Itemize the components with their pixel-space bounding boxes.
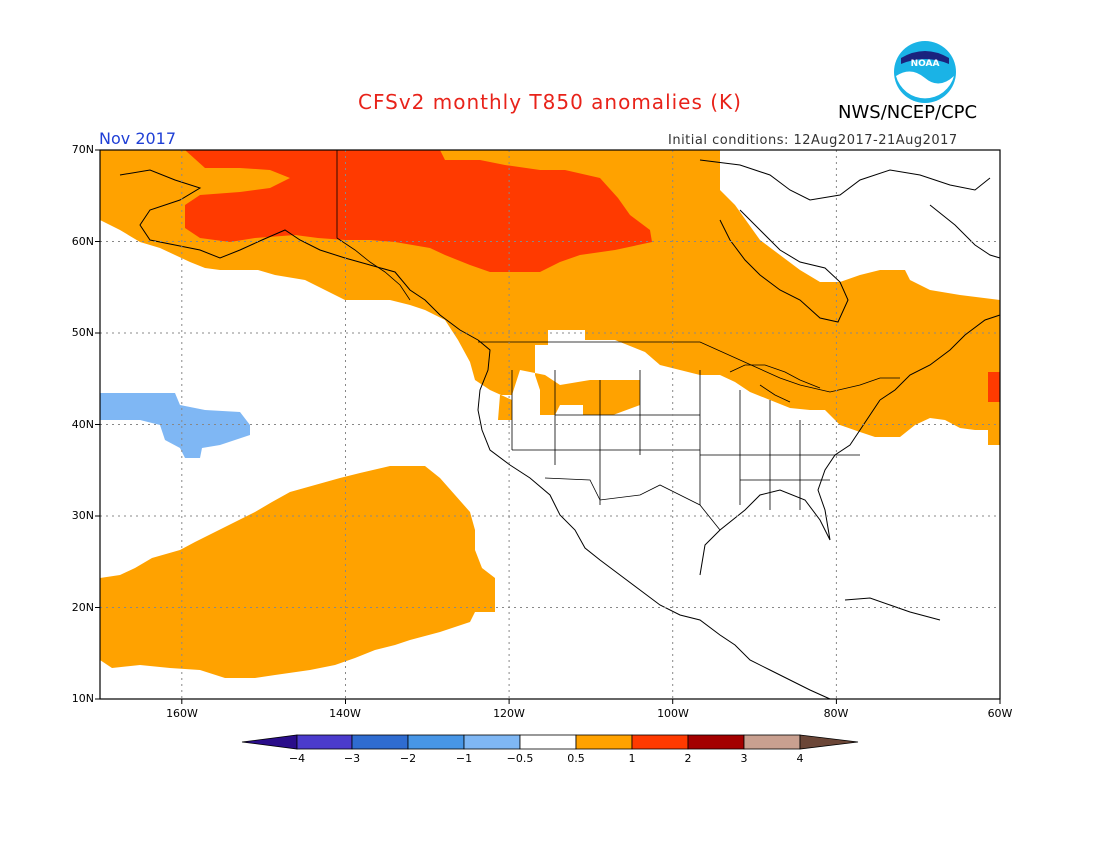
pacific-cool-region [100, 393, 250, 458]
alaska-canada-border [336, 150, 411, 301]
colorbar-label: 4 [796, 752, 804, 765]
political-boundaries [336, 150, 900, 531]
colorbar-bin-4 [463, 734, 521, 750]
east-coast [879, 314, 1001, 401]
atlantic-hot-patch [988, 372, 1000, 402]
great-lakes [729, 364, 821, 403]
us-canada-border [478, 341, 900, 393]
hudson-bay [719, 209, 849, 323]
lat-label-70n: 70N [71, 143, 94, 156]
arctic-islands [699, 159, 991, 201]
colorbar-bin-8 [687, 734, 745, 750]
colorbar-label: 1 [628, 752, 636, 765]
lon-label-120w: 120W [493, 707, 525, 720]
colorbar-label: −2 [399, 752, 417, 765]
colorbar-bin-3 [407, 734, 465, 750]
agency-label: NWS/NCEP/CPC [838, 102, 978, 123]
noaa-logo: NOAA [894, 41, 956, 103]
lat-label-20n: 20N [71, 601, 94, 614]
lon-label-140w: 140W [329, 707, 361, 720]
noaa-logo-text: NOAA [911, 59, 940, 69]
coastlines [119, 159, 1001, 700]
lon-label-80w: 80W [823, 707, 849, 720]
initial-conditions-label: Initial conditions: 12Aug2017-21Aug2017 [668, 133, 958, 148]
pacific-warm-region [100, 466, 495, 678]
west-coast [477, 339, 831, 700]
colorbar-label: −3 [343, 752, 361, 765]
month-label: Nov 2017 [99, 129, 177, 148]
colorbar-label: −0.5 [506, 752, 534, 765]
colorbar-label: −4 [288, 752, 306, 765]
colorbar [241, 734, 859, 750]
colorbar-bin-9 [743, 734, 801, 750]
colorbar-low-arrow [241, 734, 298, 750]
alaska-yukon-hot-region [185, 150, 652, 272]
colorbar-label: 3 [740, 752, 748, 765]
lat-label-60n: 60N [71, 235, 94, 248]
greenland-coast [929, 204, 1001, 259]
lon-label-60w: 60W [987, 707, 1013, 720]
lon-label-160w: 160W [166, 707, 198, 720]
colorbar-label: −1 [455, 752, 473, 765]
lat-label-40n: 40N [71, 418, 94, 431]
lon-label-100w: 100W [657, 707, 689, 720]
lat-label-50n: 50N [71, 326, 94, 339]
state-lines-west [511, 370, 700, 505]
graticule [100, 150, 1000, 699]
colorbar-label: 2 [684, 752, 692, 765]
gulf-coast [699, 399, 881, 576]
colorbar-high-arrow [799, 734, 859, 750]
colorbar-label: 0.5 [567, 752, 585, 765]
lat-label-30n: 30N [71, 509, 94, 522]
anomaly-red-regions [185, 150, 1000, 402]
lat-label-10n: 10N [71, 692, 94, 705]
caribbean [844, 597, 941, 621]
state-lines-central [699, 370, 860, 510]
colorbar-bin-7 [631, 734, 689, 750]
colorbar-bin-6 [575, 734, 633, 750]
colorbar-bin-5 [519, 734, 577, 750]
alaska-coast [119, 169, 479, 341]
chart-title: CFSv2 monthly T850 anomalies (K) [358, 90, 742, 114]
colorbar-bin-2 [351, 734, 409, 750]
colorbar-bin-1 [296, 734, 353, 750]
axis-ticks [95, 149, 1001, 704]
